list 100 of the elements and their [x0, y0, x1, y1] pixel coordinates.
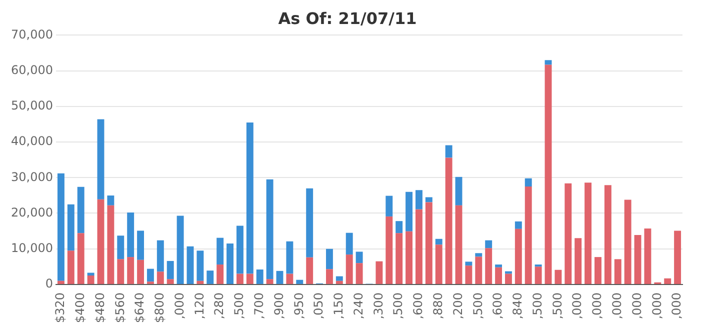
x-tick-label: ,880 — [430, 292, 445, 320]
bar — [564, 183, 572, 284]
bar — [544, 64, 552, 284]
bar — [266, 279, 274, 284]
bar — [156, 240, 164, 272]
bar — [87, 272, 94, 276]
bar — [495, 267, 502, 284]
bar — [216, 238, 224, 265]
bar — [306, 188, 314, 258]
x-tick-label: ,500 — [391, 292, 406, 320]
bar — [544, 60, 552, 65]
bar — [674, 230, 682, 284]
bar — [326, 248, 333, 270]
x-tick-label: $640 — [132, 292, 147, 324]
bar — [336, 280, 343, 284]
bar — [425, 197, 432, 202]
x-tick-label: ,000 — [610, 292, 624, 320]
bar — [514, 228, 522, 284]
x-tick-label: ,500 — [232, 292, 246, 320]
bar — [485, 240, 492, 248]
bar — [396, 233, 403, 284]
y-tick-label: 50,000 — [10, 98, 53, 113]
bar — [206, 270, 214, 284]
x-tick-label: ,900 — [272, 292, 286, 320]
x-tick-label: $400 — [72, 292, 87, 324]
x-tick-label: ,840 — [510, 292, 525, 320]
bar — [306, 257, 314, 284]
bar — [127, 257, 134, 284]
bar — [415, 190, 422, 210]
y-tick-label: 40,000 — [10, 134, 53, 148]
bar — [534, 266, 542, 284]
bar — [336, 276, 343, 281]
x-tick-label: ,120 — [192, 292, 206, 320]
y-tick-label: 0 — [45, 276, 53, 291]
bar — [226, 244, 234, 284]
bar — [465, 266, 472, 284]
bar — [415, 209, 422, 284]
x-tick-label: ,000 — [570, 292, 584, 320]
chart-title: As Of: 21/07/11 — [278, 8, 417, 28]
bar — [485, 248, 492, 284]
x-tick-label: ,000 — [650, 292, 664, 320]
x-tick-label: ,950 — [292, 292, 306, 320]
bar — [475, 253, 482, 257]
bar — [524, 186, 532, 284]
bar — [406, 192, 413, 232]
bar — [475, 256, 482, 284]
bar — [435, 238, 442, 245]
bar — [604, 185, 612, 284]
y-tick-label: 70,000 — [10, 27, 53, 42]
bar — [326, 269, 333, 284]
bar — [346, 232, 353, 255]
bar — [256, 270, 264, 284]
bar — [67, 204, 74, 251]
x-tick-label: $480 — [92, 292, 107, 324]
bar — [77, 233, 84, 284]
x-tick-label: ,600 — [490, 292, 505, 320]
bar — [196, 250, 204, 281]
bar — [186, 246, 194, 284]
bar — [495, 264, 502, 268]
x-tick-label: $320 — [53, 292, 68, 324]
x-tick-label: ,000 — [172, 292, 186, 320]
x-tick-label: ,500 — [470, 292, 485, 320]
bar — [77, 186, 84, 234]
x-tick-label: ,500 — [530, 292, 544, 320]
bar — [266, 179, 274, 280]
x-tick-label: ,200 — [450, 292, 465, 320]
y-tick-label: 10,000 — [10, 240, 53, 255]
bar — [594, 257, 602, 284]
bar — [435, 244, 442, 284]
bar — [445, 158, 452, 284]
bar — [396, 221, 403, 234]
bar — [236, 226, 244, 274]
bar — [455, 205, 462, 284]
bar — [87, 276, 94, 284]
bar — [504, 271, 512, 274]
bar — [356, 252, 363, 264]
bar — [246, 122, 254, 274]
x-tick-label: ,300 — [371, 292, 386, 320]
bar — [236, 274, 244, 284]
bar — [554, 270, 562, 284]
x-tick-label: ,000 — [590, 292, 604, 320]
bar — [356, 263, 363, 284]
bar — [97, 119, 104, 200]
bar — [376, 261, 383, 284]
bar — [57, 280, 64, 284]
bar — [425, 202, 432, 284]
bar — [97, 199, 104, 284]
x-tick-label: ,150 — [332, 292, 346, 320]
bar — [406, 231, 413, 284]
bar — [455, 176, 462, 206]
x-tick-label: ,050 — [312, 292, 326, 320]
y-tick-label: 30,000 — [10, 170, 53, 184]
bar — [524, 178, 532, 187]
x-tick-label: $560 — [112, 292, 127, 324]
bar — [107, 195, 114, 206]
y-tick-label: 20,000 — [10, 205, 53, 220]
bar — [634, 234, 642, 284]
bar — [137, 260, 144, 284]
bar — [286, 274, 294, 284]
bar — [465, 262, 472, 266]
